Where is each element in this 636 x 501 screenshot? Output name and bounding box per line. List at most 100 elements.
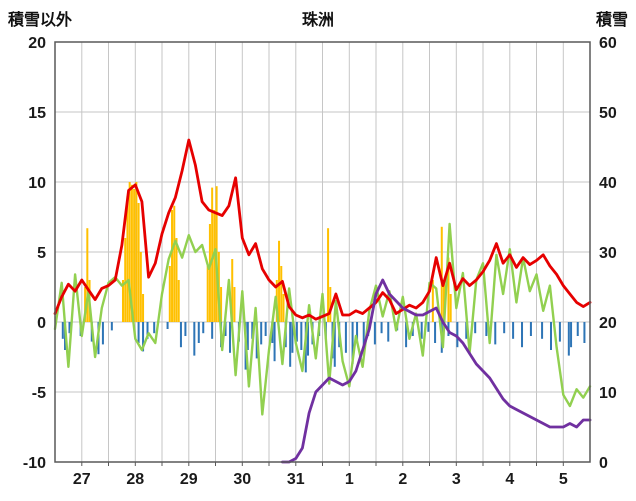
- x-axis-day-label: 2: [398, 471, 407, 488]
- orange-bars-bar: [208, 224, 211, 322]
- x-axis-day-label: 4: [505, 471, 514, 488]
- blue-bars-bar: [405, 322, 408, 348]
- blue-bars-bar: [289, 322, 292, 367]
- orange-bars-bar: [130, 184, 133, 322]
- blue-bars-bar: [521, 322, 524, 348]
- y-right-tick-label: 40: [599, 175, 617, 192]
- blue-bars-bar: [211, 322, 214, 339]
- y-right-tick-label: 60: [599, 35, 617, 52]
- orange-bars-bar: [449, 294, 452, 322]
- orange-bars-bar: [431, 280, 434, 322]
- y-right-tick-label: 10: [599, 385, 617, 402]
- orange-bars-bar: [211, 187, 214, 322]
- y-right-tick-label: 50: [599, 105, 617, 122]
- y-left-tick-label: 15: [28, 105, 46, 122]
- x-axis-day-label: 3: [452, 471, 461, 488]
- orange-bars-bar: [86, 228, 89, 322]
- blue-bars-bar: [197, 322, 200, 343]
- blue-bars-bar: [434, 322, 437, 343]
- blue-bars-bar: [549, 322, 552, 350]
- blue-bars-bar: [260, 322, 263, 345]
- blue-bars-bar: [503, 322, 506, 334]
- orange-bars-bar: [231, 259, 234, 322]
- left-axis-title: 積雪以外: [8, 12, 73, 29]
- orange-bars-bar: [447, 257, 450, 322]
- blue-bars-bar: [465, 322, 468, 339]
- blue-bars-bar: [583, 322, 586, 343]
- x-axis-day-label: 31: [287, 471, 305, 488]
- orange-bars-bar: [213, 210, 216, 322]
- blue-bars-bar: [142, 322, 145, 352]
- blue-bars-bar: [273, 322, 276, 362]
- x-axis-day-label: 29: [180, 471, 198, 488]
- orange-bars-bar: [142, 294, 145, 322]
- blue-bars-bar: [380, 322, 383, 334]
- y-left-tick-label: 10: [28, 175, 46, 192]
- orange-bars-bar: [175, 238, 178, 322]
- blue-bars-bar: [529, 322, 532, 336]
- orange-bars-bar: [124, 238, 127, 322]
- blue-bars-bar: [300, 322, 303, 350]
- y-left-tick-label: -5: [32, 385, 46, 402]
- blue-bars-bar: [485, 322, 488, 336]
- orange-bars-bar: [220, 287, 223, 322]
- orange-bars-bar: [442, 280, 445, 322]
- orange-bars-bar: [233, 287, 236, 322]
- orange-bars-bar: [84, 287, 87, 322]
- blue-bars-bar: [362, 322, 365, 350]
- blue-bars-bar: [166, 322, 169, 329]
- blue-bars-bar: [373, 322, 376, 345]
- y-left-tick-label: 20: [28, 35, 46, 52]
- blue-bars-bar: [474, 322, 477, 334]
- blue-bars-bar: [494, 322, 497, 345]
- orange-bars-bar: [278, 240, 281, 322]
- y-left-tick-label: 5: [37, 245, 46, 262]
- orange-bars-bar: [121, 280, 124, 322]
- right-axis-title: 積雪: [595, 12, 628, 29]
- orange-bars-bar: [135, 182, 138, 322]
- blue-bars-bar: [576, 322, 579, 336]
- blue-bars-bar: [420, 322, 423, 339]
- blue-bars-bar: [541, 322, 544, 339]
- blue-bars-bar: [456, 322, 459, 348]
- blue-bars-bar: [110, 322, 113, 331]
- blue-bars-bar: [202, 322, 205, 334]
- blue-bars-bar: [427, 322, 430, 332]
- orange-bars-bar: [282, 294, 285, 322]
- x-axis-day-label: 27: [73, 471, 91, 488]
- blue-bars-bar: [146, 322, 149, 339]
- orange-bars-bar: [126, 196, 129, 322]
- orange-bars-bar: [139, 252, 142, 322]
- chart-title: 珠洲: [301, 12, 334, 29]
- green-line: [53, 222, 592, 416]
- blue-bars-bar: [246, 322, 249, 350]
- orange-bars-bar: [329, 287, 332, 322]
- blue-bars-bar: [356, 322, 359, 342]
- blue-bars-bar: [193, 322, 196, 356]
- blue-bars-bar: [307, 322, 310, 356]
- y-right-tick-label: 30: [599, 245, 617, 262]
- orange-bars-bar: [280, 266, 283, 322]
- blue-bars-bar: [344, 322, 347, 353]
- blue-bars-bar: [512, 322, 515, 339]
- orange-bars-bar: [173, 205, 176, 322]
- blue-bars-bar: [61, 322, 64, 339]
- blue-bars-bar: [570, 322, 573, 348]
- blue-bars-bar: [251, 322, 254, 339]
- blue-bars-bar: [228, 322, 231, 353]
- orange-bars-bar: [171, 210, 174, 322]
- orange-bars-bar: [133, 189, 136, 322]
- blue-bars-bar: [101, 322, 104, 345]
- x-axis-day-label: 5: [559, 471, 568, 488]
- orange-bars-bar: [137, 203, 140, 322]
- x-axis-day-label: 28: [126, 471, 144, 488]
- purple-snow-depth-line: [280, 278, 592, 464]
- red-line: [53, 138, 592, 321]
- blue-bars-bar: [68, 322, 71, 334]
- y-right-tick-label: 0: [599, 455, 608, 472]
- blue-bars-bar: [295, 322, 298, 342]
- orange-bars-bar: [128, 182, 131, 322]
- orange-bars-bar: [440, 226, 443, 322]
